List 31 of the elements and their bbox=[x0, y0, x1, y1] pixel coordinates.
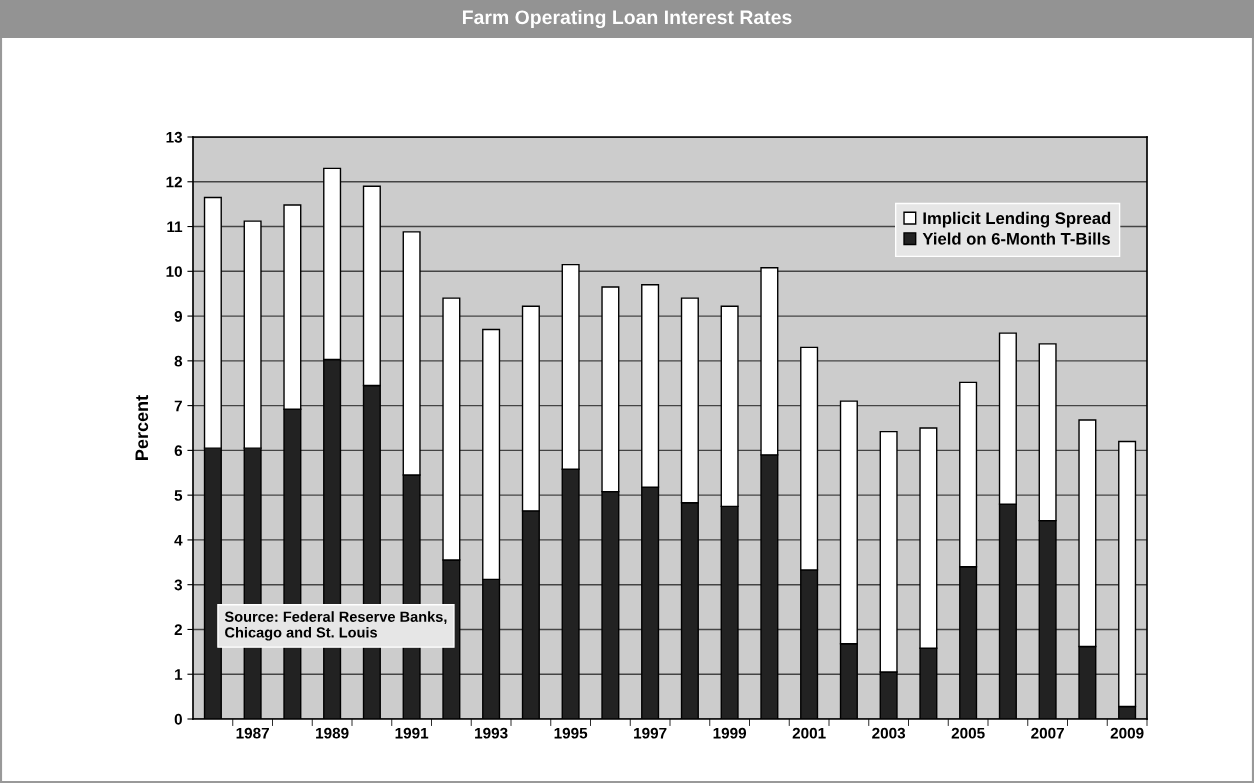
y-tick-label: 1 bbox=[175, 669, 183, 680]
y-tick-label: 4 bbox=[174, 534, 183, 546]
y-tick-label: 8 bbox=[174, 355, 183, 367]
x-tick-label: 1993 bbox=[475, 727, 508, 739]
x-tick-label: 1987 bbox=[236, 727, 269, 739]
x-tick-label: 2009 bbox=[1110, 727, 1144, 739]
x-tick-label: 1999 bbox=[713, 727, 747, 739]
x-tick-label: 1995 bbox=[554, 727, 588, 739]
legend-label: Yield on 6-Month T-Bills bbox=[922, 232, 1110, 245]
y-tick-label: 10 bbox=[166, 266, 182, 277]
x-tick-label: 2005 bbox=[951, 727, 985, 739]
x-tick-label: 2001 bbox=[792, 727, 826, 739]
y-tick-label: 3 bbox=[174, 579, 183, 591]
x-tick-label: 2007 bbox=[1031, 727, 1064, 739]
x-tick-label: 1989 bbox=[316, 727, 349, 739]
y-tick-label: 0 bbox=[174, 713, 182, 725]
y-tick-label: 12 bbox=[166, 176, 182, 188]
y-tick-label: 6 bbox=[174, 445, 183, 457]
y-tick-label: 7 bbox=[174, 400, 182, 412]
annotation: Source: Federal Reserve Banks, Chicago and St. Louis bbox=[224, 611, 447, 641]
chart-title: Farm Operating Loan Interest Rates bbox=[463, 9, 792, 29]
x-tick-label: 1991 bbox=[395, 727, 429, 739]
x-tick-label: 2003 bbox=[872, 727, 906, 739]
y-tick-label: 9 bbox=[174, 310, 183, 322]
y-tick-label: 5 bbox=[174, 490, 183, 501]
y-axis-title: Percent bbox=[135, 395, 149, 460]
legend-label: Implicit Lending Spread bbox=[923, 211, 1111, 228]
y-tick-label: 11 bbox=[167, 221, 183, 233]
y-tick-label: 2 bbox=[174, 624, 182, 635]
x-tick-label: 1997 bbox=[634, 727, 667, 739]
y-tick-label: 13 bbox=[166, 131, 183, 143]
